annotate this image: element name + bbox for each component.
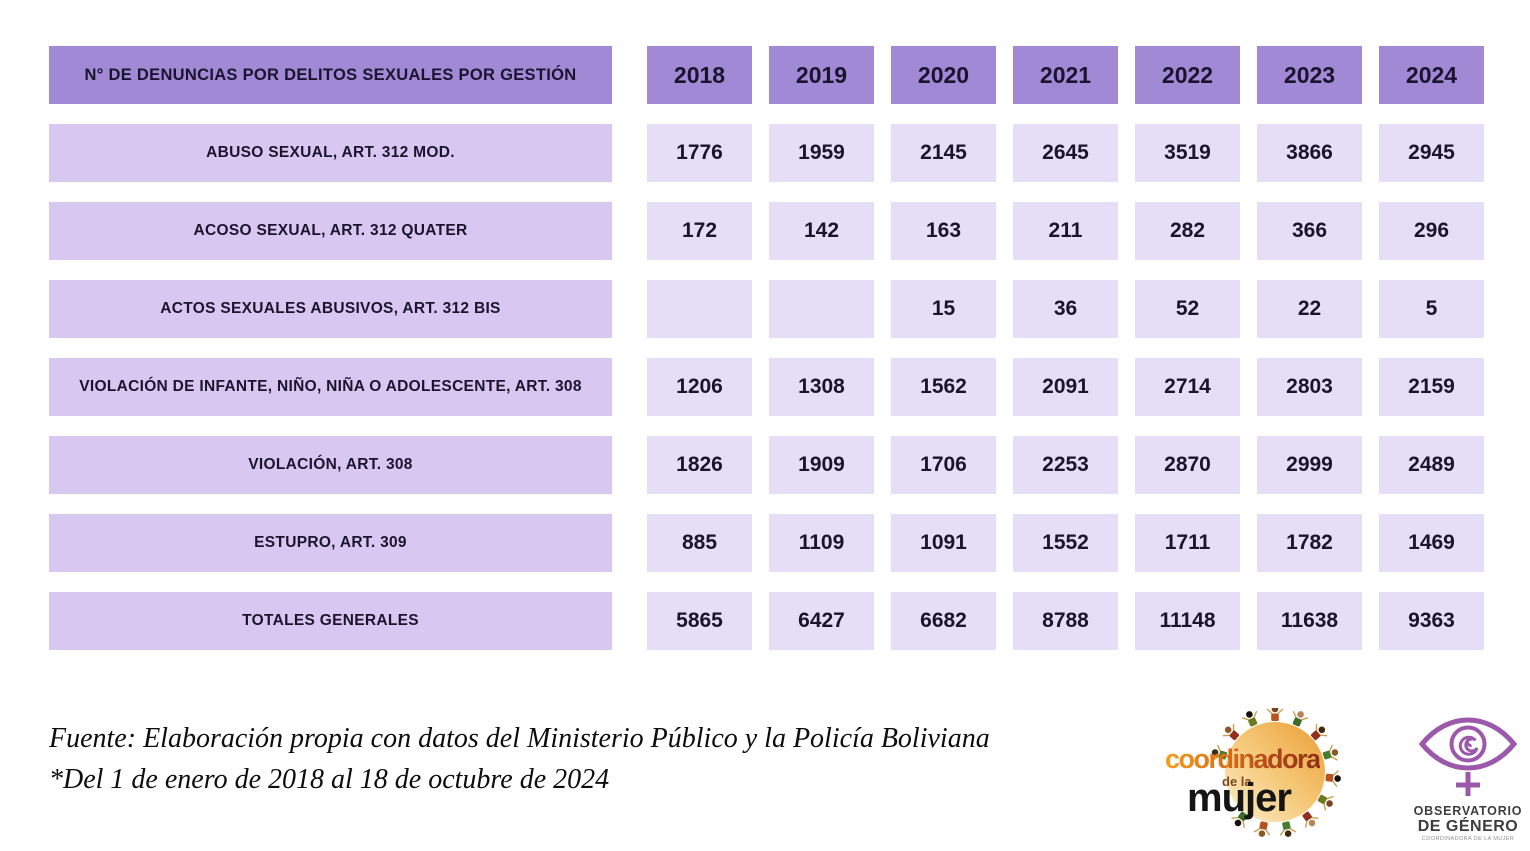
table-cell: 296 bbox=[1379, 202, 1484, 260]
people-ring-sun-icon bbox=[1211, 708, 1341, 837]
observatorio-logo: OBSERVATORIO DE GÉNERO COORDINADORA DE L… bbox=[1408, 706, 1528, 848]
table-cell: 2091 bbox=[1013, 358, 1118, 416]
table-cell: 1206 bbox=[647, 358, 752, 416]
year-header: 2021 bbox=[1013, 46, 1118, 104]
table-cell: 211 bbox=[1013, 202, 1118, 260]
table-cell: 366 bbox=[1257, 202, 1362, 260]
table-row-estupro: ESTUPRO, ART. 309 885 1109 1091 1552 171… bbox=[49, 514, 1484, 572]
table-cell: 2645 bbox=[1013, 124, 1118, 182]
table-cell: 2999 bbox=[1257, 436, 1362, 494]
table-cell: 1706 bbox=[891, 436, 996, 494]
table-cell: 1091 bbox=[891, 514, 996, 572]
table-cell bbox=[647, 280, 752, 338]
table-row-violacion: VIOLACIÓN, ART. 308 1826 1909 1706 2253 … bbox=[49, 436, 1484, 494]
table-cell: 1776 bbox=[647, 124, 752, 182]
table-cell: 1782 bbox=[1257, 514, 1362, 572]
observatorio-subtitle: DE GÉNERO bbox=[1417, 818, 1519, 835]
year-header: 2022 bbox=[1135, 46, 1240, 104]
table-row-acoso-sexual: ACOSO SEXUAL, ART. 312 QUATER 172 142 16… bbox=[49, 202, 1484, 260]
eye-gender-icon bbox=[1418, 717, 1518, 796]
table-row-actos-sexuales: ACTOS SEXUALES ABUSIVOS, ART. 312 BIS 15… bbox=[49, 280, 1484, 338]
row-label: VIOLACIÓN DE INFANTE, NIÑO, NIÑA O ADOLE… bbox=[49, 358, 612, 416]
table-cell: 2159 bbox=[1379, 358, 1484, 416]
table-cell: 15 bbox=[891, 280, 996, 338]
table-cell: 1552 bbox=[1013, 514, 1118, 572]
table-cell: 1959 bbox=[769, 124, 874, 182]
year-header: 2024 bbox=[1379, 46, 1484, 104]
date-range-note: *Del 1 de enero de 2018 al 18 de octubre… bbox=[49, 764, 610, 795]
row-label: ACTOS SEXUALES ABUSIVOS, ART. 312 BIS bbox=[49, 280, 612, 338]
table-cell: 5 bbox=[1379, 280, 1484, 338]
coordinadora-dela: de la bbox=[1222, 774, 1252, 789]
table-cell: 2145 bbox=[891, 124, 996, 182]
coordinadora-wordmark: coordinadora bbox=[1165, 744, 1321, 774]
row-label: TOTALES GENERALES bbox=[49, 592, 612, 650]
table-cell: 3519 bbox=[1135, 124, 1240, 182]
table-cell: 1909 bbox=[769, 436, 874, 494]
table-cell: 2803 bbox=[1257, 358, 1362, 416]
table-cell: 9363 bbox=[1379, 592, 1484, 650]
table-row-violacion-infante: VIOLACIÓN DE INFANTE, NIÑO, NIÑA O ADOLE… bbox=[49, 358, 1484, 416]
table-cell: 8788 bbox=[1013, 592, 1118, 650]
coordinadora-logo: coordinadora de la mujer bbox=[1163, 708, 1361, 846]
table-cell: 22 bbox=[1257, 280, 1362, 338]
denuncias-table: N° DE DENUNCIAS POR DELITOS SEXUALES POR… bbox=[49, 46, 1484, 650]
table-cell: 11638 bbox=[1257, 592, 1362, 650]
table-row-totales: TOTALES GENERALES 5865 6427 6682 8788 11… bbox=[49, 592, 1484, 650]
table-cell: 6682 bbox=[891, 592, 996, 650]
table-cell: 1109 bbox=[769, 514, 874, 572]
source-note: Fuente: Elaboración propia con datos del… bbox=[49, 718, 990, 800]
table-cell: 2870 bbox=[1135, 436, 1240, 494]
observatorio-title: OBSERVATORIO bbox=[1413, 804, 1523, 818]
table-cell: 36 bbox=[1013, 280, 1118, 338]
table-cell: 1711 bbox=[1135, 514, 1240, 572]
table-cell: 172 bbox=[647, 202, 752, 260]
table-row-abuso-sexual: ABUSO SEXUAL, ART. 312 MOD. 1776 1959 21… bbox=[49, 124, 1484, 182]
row-label: ABUSO SEXUAL, ART. 312 MOD. bbox=[49, 124, 612, 182]
source-line: Fuente: Elaboración propia con datos del… bbox=[49, 723, 990, 754]
table-cell: 142 bbox=[769, 202, 874, 260]
table-cell: 1562 bbox=[891, 358, 996, 416]
table-cell: 6427 bbox=[769, 592, 874, 650]
table-cell: 2253 bbox=[1013, 436, 1118, 494]
coordinadora-mujer: mujer bbox=[1187, 776, 1292, 820]
table-cell: 2489 bbox=[1379, 436, 1484, 494]
year-header: 2023 bbox=[1257, 46, 1362, 104]
table-cell: 52 bbox=[1135, 280, 1240, 338]
year-header: 2020 bbox=[891, 46, 996, 104]
table-cell: 11148 bbox=[1135, 592, 1240, 650]
year-header: 2018 bbox=[647, 46, 752, 104]
table-cell: 3866 bbox=[1257, 124, 1362, 182]
table-cell bbox=[769, 280, 874, 338]
row-label: ESTUPRO, ART. 309 bbox=[49, 514, 612, 572]
table-cell: 282 bbox=[1135, 202, 1240, 260]
table-header-row: N° DE DENUNCIAS POR DELITOS SEXUALES POR… bbox=[49, 46, 1484, 104]
table-cell: 1469 bbox=[1379, 514, 1484, 572]
table-cell: 163 bbox=[891, 202, 996, 260]
row-label: VIOLACIÓN, ART. 308 bbox=[49, 436, 612, 494]
table-cell: 2714 bbox=[1135, 358, 1240, 416]
table-cell: 5865 bbox=[647, 592, 752, 650]
observatorio-org: COORDINADORA DE LA MUJER bbox=[1421, 836, 1515, 842]
table-cell: 885 bbox=[647, 514, 752, 572]
table-cell: 2945 bbox=[1379, 124, 1484, 182]
year-header: 2019 bbox=[769, 46, 874, 104]
table-cell: 1308 bbox=[769, 358, 874, 416]
table-cell: 1826 bbox=[647, 436, 752, 494]
table-title-cell: N° DE DENUNCIAS POR DELITOS SEXUALES POR… bbox=[49, 46, 612, 104]
row-label: ACOSO SEXUAL, ART. 312 QUATER bbox=[49, 202, 612, 260]
